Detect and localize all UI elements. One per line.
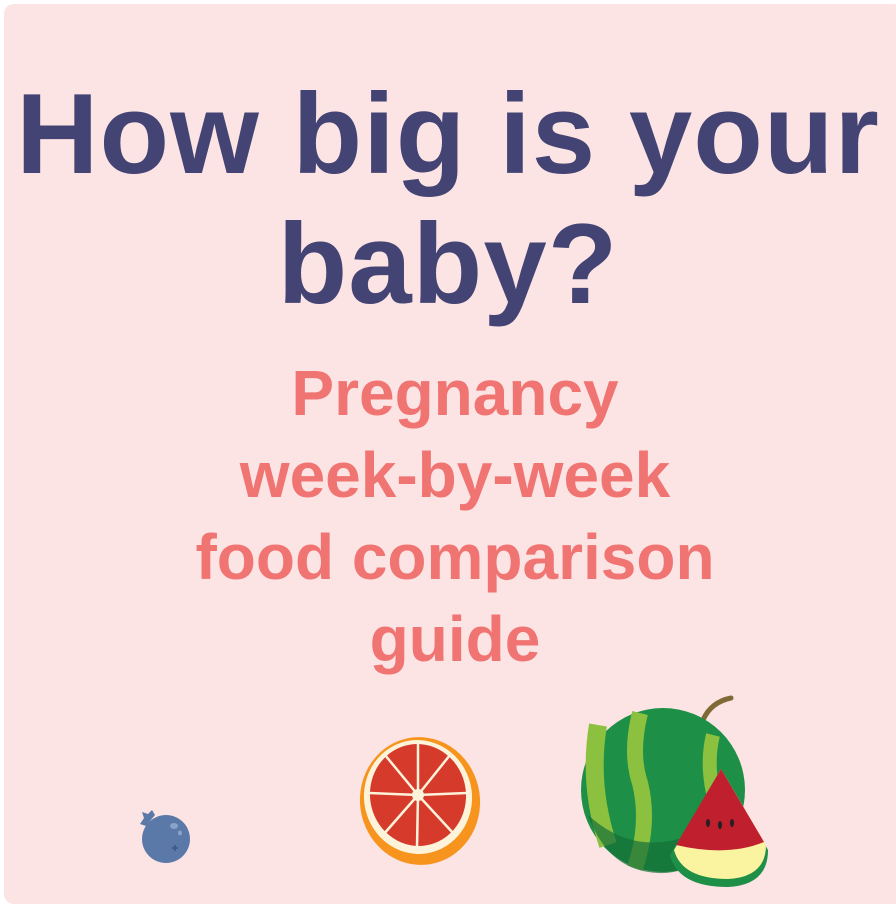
- subtitle-line-1: Pregnancy: [291, 357, 619, 429]
- page-title: How big is your baby?: [0, 70, 896, 330]
- subtitle-line-4: guide: [369, 603, 541, 675]
- watermelon-icon: [581, 695, 768, 887]
- title-line-2: baby?: [277, 201, 619, 328]
- blueberry-icon: [140, 810, 190, 863]
- title-line-1: How big is your: [16, 71, 880, 198]
- subtitle-line-2: week-by-week: [239, 439, 671, 511]
- grapefruit-icon: [359, 737, 481, 865]
- subtitle: Pregnancy week-by-week food comparison g…: [0, 352, 896, 680]
- subtitle-line-3: food comparison: [195, 521, 715, 593]
